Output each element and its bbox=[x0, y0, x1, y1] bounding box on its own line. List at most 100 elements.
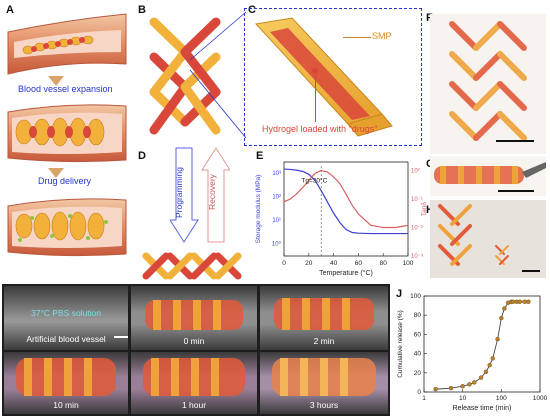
time-label-10min: 10 min bbox=[53, 400, 79, 410]
hydrogel-leader-line bbox=[315, 70, 316, 122]
tg-annotation: Tg=30°C bbox=[301, 177, 327, 185]
artificial-vessel-label: Artificial blood vessel bbox=[26, 334, 106, 344]
programming-recovery-arrows bbox=[170, 147, 230, 243]
time-label-1hour: 1 hour bbox=[181, 400, 207, 410]
plot-frame bbox=[283, 161, 409, 257]
y-left-tick-label: 10⁰ bbox=[272, 241, 282, 248]
x-tick-label: 10 bbox=[459, 395, 467, 402]
release-point bbox=[467, 382, 472, 387]
storage-modulus-line bbox=[283, 168, 408, 235]
y-right-axis-label: Tanδ bbox=[421, 202, 428, 216]
zoom-inset-box bbox=[244, 8, 422, 146]
photo-i-2min: 2 min bbox=[260, 286, 388, 350]
plot-frame bbox=[423, 295, 541, 393]
vessel-stent-illustration-2 bbox=[7, 104, 127, 163]
x-tick-label: 80 bbox=[380, 260, 388, 267]
y-right-tick-label: 10⁻¹ bbox=[411, 197, 423, 203]
photo-i-1hour: 1 hour bbox=[131, 352, 257, 414]
chart-j-release: 1 10 100 1000 0 20 40 60 80 100 Release time (min)… bbox=[397, 293, 548, 412]
panel-label-d: D bbox=[138, 150, 146, 162]
release-point bbox=[460, 384, 465, 389]
time-label-0min: 0 min bbox=[183, 336, 205, 346]
x-axis-label: Release time (min) bbox=[453, 405, 512, 412]
release-point bbox=[448, 385, 454, 391]
panel-label-h: H bbox=[426, 204, 434, 216]
scale-bar bbox=[114, 336, 128, 338]
y-tick-label: 0 bbox=[417, 389, 421, 396]
compressed-stent-model bbox=[142, 252, 242, 280]
x-tick-label: 40 bbox=[330, 260, 338, 267]
photo-i-0min: 0 min bbox=[131, 286, 257, 350]
pbs-solution-label: 37°C PBS solution bbox=[30, 308, 102, 318]
x-tick-label: 1 bbox=[422, 395, 426, 402]
release-point bbox=[499, 315, 504, 321]
x-tick-label: 20 bbox=[305, 260, 313, 267]
arrow-down-icon bbox=[48, 168, 64, 178]
panel-label-c: C bbox=[248, 4, 256, 16]
y-tick-label: 100 bbox=[410, 293, 421, 300]
x-tick-label: 1000 bbox=[533, 395, 548, 402]
x-axis-label: Temperature (°C) bbox=[319, 269, 373, 277]
release-point bbox=[526, 299, 531, 304]
time-label-2min: 2 min bbox=[313, 336, 335, 346]
x-tick-label: 60 bbox=[355, 260, 363, 267]
release-point bbox=[502, 306, 507, 311]
chart-e-dma: 0 20 40 60 80 100 10³ 10² 10¹ 10⁰ 10⁰ 10⁻¹ 10⁻² 10⁻³ T… bbox=[255, 161, 428, 277]
release-point bbox=[472, 380, 477, 385]
y-right-tick-label: 10⁻³ bbox=[411, 254, 423, 260]
release-point bbox=[510, 299, 516, 304]
release-point bbox=[517, 299, 522, 304]
strut-cross-section bbox=[255, 17, 393, 137]
vessel-stent-illustration-1 bbox=[7, 13, 127, 75]
scale-bar bbox=[522, 270, 540, 272]
photo-i-setup: 37°C PBS solution Artificial blood vesse… bbox=[4, 286, 128, 350]
release-point bbox=[495, 337, 500, 342]
y-left-tick-label: 10¹ bbox=[272, 218, 281, 224]
y-right-tick-label: 10⁻² bbox=[411, 226, 423, 232]
y-right-tick-label: 10⁰ bbox=[411, 168, 421, 175]
photo-f-printed-stent bbox=[430, 14, 546, 154]
stent-lattice-model bbox=[149, 17, 221, 135]
x-tick-label: 0 bbox=[282, 260, 286, 267]
y-left-tick-label: 10³ bbox=[272, 171, 281, 177]
panel-label-j: J bbox=[396, 288, 403, 300]
photo-g-compressed-stent bbox=[430, 156, 546, 196]
photo-i-10min: 10 min bbox=[4, 352, 128, 414]
step-drug-delivery: Drug delivery bbox=[38, 176, 92, 186]
scale-bar bbox=[498, 190, 534, 192]
vessel-stent-illustration-3 bbox=[7, 198, 127, 257]
arrow-down-icon bbox=[48, 76, 64, 86]
hydrogel-pointer-dot bbox=[312, 68, 318, 74]
y-left-tick-label: 10² bbox=[272, 195, 281, 201]
step-blood-vessel-expansion: Blood vessel expansion bbox=[18, 84, 113, 94]
release-point bbox=[522, 299, 527, 304]
scale-bar bbox=[496, 140, 534, 142]
release-point bbox=[490, 356, 495, 361]
panel-label-e: E bbox=[256, 150, 264, 162]
time-label-3hours: 3 hours bbox=[309, 400, 339, 410]
smp-label: SMP bbox=[372, 31, 392, 41]
panel-label-f: F bbox=[426, 12, 433, 24]
y-axis-label: Cumulative release (%) bbox=[397, 310, 404, 378]
y-tick-label: 80 bbox=[414, 312, 422, 319]
programming-label: Programming bbox=[174, 166, 184, 218]
photo-i-3hours: 3 hours bbox=[260, 352, 388, 414]
recovery-label: Recovery bbox=[207, 174, 217, 210]
release-point bbox=[483, 369, 489, 375]
tan-delta-line bbox=[283, 169, 409, 229]
y-left-axis-label: Storage modulus (MPa) bbox=[255, 175, 262, 244]
smp-leader-line bbox=[343, 37, 371, 38]
release-point bbox=[487, 362, 492, 368]
release-point bbox=[478, 375, 484, 380]
x-tick-label: 100 bbox=[496, 395, 507, 402]
x-tick-label: 100 bbox=[403, 260, 414, 267]
photo-h-stent-size-comparison bbox=[430, 200, 546, 278]
release-point bbox=[433, 386, 438, 392]
y-tick-label: 40 bbox=[414, 351, 422, 358]
panel-label-b: B bbox=[138, 4, 146, 16]
y-tick-label: 60 bbox=[414, 331, 422, 338]
y-tick-label: 20 bbox=[414, 370, 422, 377]
panel-label-a: A bbox=[6, 4, 14, 16]
zoom-lines bbox=[189, 11, 247, 139]
hydrogel-label: Hydrogel loaded with "drugs" bbox=[262, 124, 378, 134]
